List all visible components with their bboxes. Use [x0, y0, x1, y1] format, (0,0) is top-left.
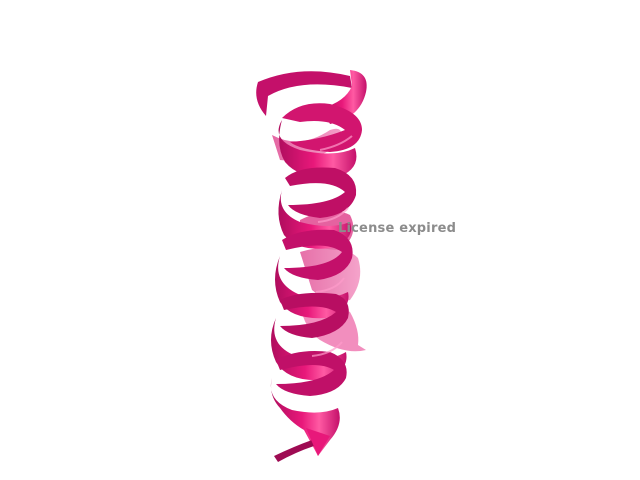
helix-highlights — [311, 135, 353, 357]
license-watermark: License expired — [338, 221, 457, 236]
helix-front-turns — [256, 70, 367, 462]
